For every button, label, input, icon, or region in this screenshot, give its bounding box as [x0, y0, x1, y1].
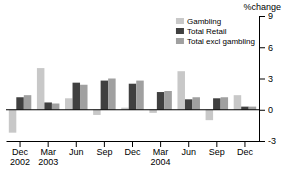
tick: Mar2004 [151, 141, 171, 167]
legend-item: Gambling [176, 17, 221, 26]
tick-mark [48, 141, 49, 147]
tick: Mar2003 [38, 141, 58, 167]
tick-label-line: Dec [12, 147, 29, 157]
legend-item: Total Retail [176, 27, 227, 36]
tick-label-line: Mar [153, 147, 169, 157]
tick-mark [188, 141, 189, 147]
tick-label: 0 [268, 105, 273, 115]
bar-series [24, 79, 256, 110]
tick-label-line: 2002 [10, 157, 30, 167]
tick: Dec2002 [10, 141, 30, 167]
tick: 6 [259, 43, 273, 53]
bar [157, 92, 164, 110]
tick-mark [259, 79, 265, 80]
x-axis: Dec2002Mar2003JunSepDecMar2004JunSepDec [7, 141, 260, 167]
tick-label: -3 [268, 136, 276, 146]
bars [9, 68, 256, 133]
y-axis-title: %change [243, 2, 281, 12]
bar [16, 97, 23, 110]
bar [206, 110, 213, 120]
y-axis: -3 0 3 6 9 [259, 11, 276, 146]
bar [213, 98, 220, 109]
legend-swatch [176, 18, 184, 24]
bar [164, 91, 171, 110]
bar [80, 85, 87, 110]
tick-label-line: Dec [237, 147, 254, 157]
chart: Dec2002Mar2003JunSepDecMar2004JunSepDec-… [0, 0, 283, 170]
tick-mark [259, 141, 265, 142]
legend: GamblingTotal RetailTotal excl gambling [176, 17, 255, 46]
tick-label: Jun [181, 147, 196, 157]
tick-label-line: Sep [96, 147, 112, 157]
tick-mark [104, 141, 105, 147]
bar [24, 95, 31, 110]
tick-label: Mar2003 [38, 147, 58, 167]
tick-label: 9 [268, 11, 273, 21]
tick: Sep [209, 141, 225, 157]
tick: Jun [181, 141, 196, 157]
tick: -3 [259, 136, 276, 146]
bar [73, 83, 80, 110]
bar [192, 97, 199, 110]
tick-label: Jun [69, 147, 84, 157]
tick: 9 [259, 11, 273, 21]
tick-mark [259, 47, 265, 48]
bar [52, 104, 59, 110]
tick-label: Dec [124, 147, 141, 157]
tick-label: Mar2004 [151, 147, 171, 167]
tick-label-line: Mar [40, 147, 56, 157]
bar [44, 102, 51, 109]
tick-mark [259, 110, 265, 111]
tick: 0 [259, 105, 273, 115]
bar [136, 81, 143, 110]
tick-label: Dec2002 [10, 147, 30, 167]
tick-mark [244, 141, 245, 147]
bar [65, 98, 72, 109]
bar [234, 95, 241, 110]
tick-mark [216, 141, 217, 147]
tick-mark [160, 141, 161, 147]
tick: Dec [124, 141, 141, 157]
legend-label: Gambling [187, 17, 221, 26]
tick-label-line: 2003 [38, 157, 58, 167]
tick-label-line: 2004 [151, 157, 171, 167]
tick-label-line: Jun [181, 147, 196, 157]
bar [101, 81, 108, 110]
bar [93, 110, 100, 115]
tick-label-line: Jun [69, 147, 84, 157]
tick-mark [132, 141, 133, 147]
legend-item: Total excl gambling [176, 37, 255, 46]
tick-label-line: Sep [209, 147, 225, 157]
tick-mark [259, 16, 265, 17]
tick-label: Sep [96, 147, 112, 157]
bar [185, 99, 192, 109]
tick: Dec [237, 141, 254, 157]
tick-label-line: Dec [124, 147, 141, 157]
legend-label: Total Retail [187, 27, 227, 36]
bar [129, 84, 136, 110]
bar-series [16, 81, 248, 110]
tick-label: 6 [268, 43, 273, 53]
tick-label: Dec [237, 147, 254, 157]
bar [221, 97, 228, 110]
bar [37, 68, 44, 110]
tick-label: Sep [209, 147, 225, 157]
tick: Sep [96, 141, 112, 157]
zero-line [6, 109, 259, 110]
legend-swatch [176, 38, 184, 44]
plot: Dec2002Mar2003JunSepDecMar2004JunSepDec-… [6, 11, 276, 167]
bar-series [9, 68, 241, 133]
bar [108, 79, 115, 110]
bar [177, 71, 184, 110]
tick: Jun [69, 141, 84, 157]
tick-mark [20, 141, 21, 147]
tick-label: 3 [268, 74, 273, 84]
tick-mark [76, 141, 77, 147]
legend-swatch [176, 28, 184, 34]
tick: 3 [259, 74, 273, 84]
legend-label: Total excl gambling [187, 37, 255, 46]
bar [9, 110, 16, 133]
